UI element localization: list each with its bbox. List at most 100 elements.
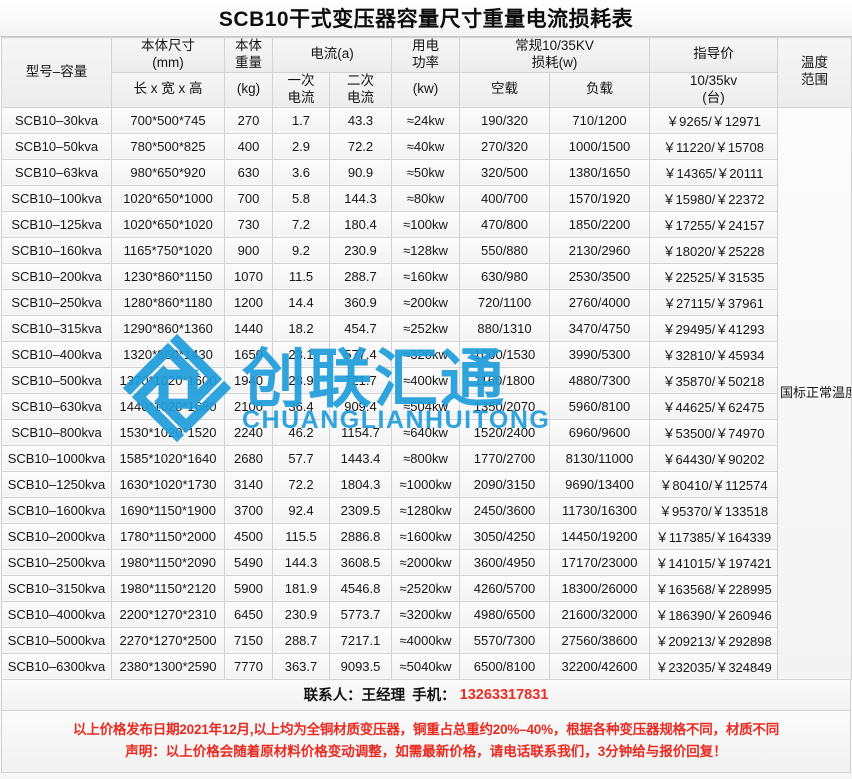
- cell-model: SCB10–315kva: [1, 314, 112, 342]
- table-header: 型号–容量 本体尺寸 (mm) 本体 重量 电流(a) 用电 功率 常规10/3…: [1, 37, 852, 108]
- table-row: SCB10–6300kva 2380*1300*2590 7770 363.7 9093…: [1, 652, 852, 680]
- th-weight: 本体 重量: [224, 37, 273, 73]
- cell-primary-current: 181.9: [272, 574, 330, 602]
- cell-noload-loss: 630/980: [459, 262, 550, 290]
- cell-noload-loss: 550/880: [459, 236, 550, 264]
- cell-model: SCB10–1250kva: [1, 470, 112, 498]
- cell-primary-current: 18.2: [272, 314, 330, 342]
- cell-noload-loss: 1000/1530: [459, 340, 550, 368]
- cell-model: SCB10–1600kva: [1, 496, 112, 524]
- th-loss-main: 常规10/35KV: [515, 38, 594, 53]
- th-size-unit: (mm): [152, 54, 184, 70]
- cell-model: SCB10–500kva: [1, 366, 112, 394]
- cell-price: ￥22525/￥31535: [649, 262, 779, 290]
- cell-model: SCB10–2500kva: [1, 548, 112, 576]
- cell-power: ≈252kw: [391, 314, 460, 342]
- notice-line-1: 以上价格发布日期2021年12月,以上均为全铜材质变压器，铜重占总重约20%–4…: [72, 721, 780, 737]
- th-temp1: 温度: [801, 55, 829, 71]
- cell-primary-current: 5.8: [272, 184, 330, 212]
- th-current-s1: 二次: [347, 72, 374, 88]
- notice-block: 以上价格发布日期2021年12月,以上均为全铜材质变压器，铜重占总重约20%–4…: [1, 710, 851, 774]
- table-row: SCB10–250kva 1280*860*1180 1200 14.4 360.9 ≈2…: [1, 288, 852, 316]
- cell-weight: 1650: [224, 340, 273, 368]
- cell-load-loss: 14450/19200: [548, 522, 651, 550]
- cell-secondary-current: 1154.7: [329, 418, 392, 446]
- cell-noload-loss: 400/700: [459, 184, 550, 212]
- cell-price: ￥64430/￥90202: [649, 444, 779, 472]
- table-row: SCB10–400kva 1320*860*1430 1650 23.1 577.4 ≈3…: [1, 340, 852, 368]
- cell-noload-loss: 6500/8100: [459, 652, 550, 680]
- th-loss-noload: 空载: [459, 71, 550, 108]
- cell-size: 2270*1270*2500: [111, 626, 225, 654]
- cell-noload-loss: 270/320: [459, 132, 550, 160]
- th-price-sub: 10/35kv (台): [649, 71, 779, 108]
- cell-power: ≈640kw: [391, 418, 460, 446]
- cell-noload-loss: 1160/1800: [459, 366, 550, 394]
- contact-phone-label: 手机：: [412, 688, 456, 704]
- cell-secondary-current: 144.3: [329, 184, 392, 212]
- cell-load-loss: 17170/23000: [548, 548, 651, 576]
- cell-load-loss: 1850/2200: [548, 210, 651, 238]
- cell-price: ￥117385/￥164339: [649, 522, 779, 550]
- cell-price: ￥11220/￥15708: [649, 132, 779, 160]
- cell-load-loss: 5960/8100: [548, 392, 651, 420]
- cell-power: ≈800kw: [391, 444, 460, 472]
- cell-primary-current: 288.7: [272, 626, 330, 654]
- cell-load-loss: 21600/32000: [548, 600, 651, 628]
- contact-phone-number[interactable]: 13263317831: [459, 686, 549, 703]
- cell-size: 1980*1150*2120: [111, 574, 225, 602]
- sheet-title-bar: SCB10干式变压器容量尺寸重量电流损耗表: [0, 0, 852, 37]
- cell-load-loss: 2760/4000: [548, 288, 651, 316]
- cell-noload-loss: 3600/4950: [459, 548, 550, 576]
- table-row: SCB10–4000kva 2200*1270*2310 6450 230.9 5773…: [1, 600, 852, 628]
- cell-load-loss: 6960/9600: [548, 418, 651, 446]
- th-current-s2: 电流: [347, 89, 374, 105]
- th-current-secondary: 二次 电流: [329, 71, 392, 108]
- cell-weight: 2240: [224, 418, 273, 446]
- cell-noload-loss: 4260/5700: [459, 574, 550, 602]
- th-size-sub: 长 x 宽 x 高: [111, 71, 225, 108]
- cell-load-loss: 3990/5300: [548, 340, 651, 368]
- cell-weight: 1440: [224, 314, 273, 342]
- cell-secondary-current: 360.9: [329, 288, 392, 316]
- cell-weight: 700: [224, 184, 273, 212]
- cell-weight: 730: [224, 210, 273, 238]
- cell-weight: 400: [224, 132, 273, 160]
- cell-load-loss: 3470/4750: [548, 314, 651, 342]
- cell-primary-current: 36.4: [272, 392, 330, 420]
- cell-price: ￥232035/￥324849: [649, 652, 779, 680]
- cell-primary-current: 3.6: [272, 158, 330, 186]
- cell-secondary-current: 7217.1: [329, 626, 392, 654]
- cell-weight: 5490: [224, 548, 273, 576]
- contact-person: 联系人：王经理: [303, 688, 406, 704]
- cell-size: 1585*1020*1640: [111, 444, 225, 472]
- cell-noload-loss: 720/1100: [459, 288, 550, 316]
- cell-primary-current: 363.7: [272, 652, 330, 680]
- cell-weight: 4500: [224, 522, 273, 550]
- cell-primary-current: 11.5: [272, 262, 330, 290]
- cell-power: ≈80kw: [391, 184, 460, 212]
- cell-load-loss: 32200/42600: [548, 652, 651, 680]
- th-power-main2: 功率: [412, 54, 439, 70]
- table-row: SCB10–5000kva 2270*1270*2500 7150 288.7 7217…: [1, 626, 852, 654]
- page-title: SCB10干式变压器容量尺寸重量电流损耗表: [218, 8, 634, 31]
- cell-price: ￥18020/￥25228: [649, 236, 779, 264]
- table-row: SCB10–125kva 1020*650*1020 730 7.2 180.4 ≈100…: [1, 210, 852, 238]
- table-row: SCB10–500kva 1370*1020*1600 1940 28.9 721.7 ≈…: [1, 366, 852, 394]
- cell-noload-loss: 4980/6500: [459, 600, 550, 628]
- th-size: 本体尺寸 (mm): [111, 37, 225, 73]
- cell-price: ￥80410/￥112574: [649, 470, 779, 498]
- cell-power: ≈320kw: [391, 340, 460, 368]
- cell-secondary-current: 909.4: [329, 392, 392, 420]
- table-row: SCB10–315kva 1290*860*1360 1440 18.2 454.7 ≈2…: [1, 314, 852, 342]
- cell-size: 1020*650*1020: [111, 210, 225, 238]
- cell-weight: 1070: [224, 262, 273, 290]
- cell-load-loss: 11730/16300: [548, 496, 651, 524]
- cell-weight: 3140: [224, 470, 273, 498]
- th-power-unit: (kw): [391, 71, 460, 108]
- header-row-2: 长 x 宽 x 高 (kg) 一次 电流 二次 电流 (kw) 空载 负载 10…: [2, 71, 852, 108]
- cell-model: SCB10–800kva: [1, 418, 112, 446]
- th-temp2: 范围: [801, 72, 829, 88]
- cell-secondary-current: 1804.3: [329, 470, 392, 498]
